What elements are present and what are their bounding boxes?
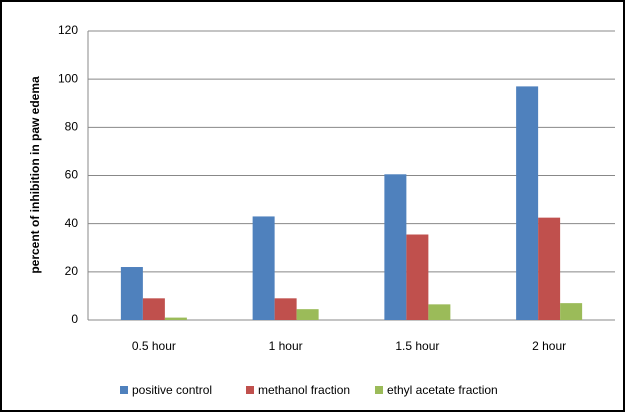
x-tick-label: 1.5 hour <box>395 339 439 353</box>
bar <box>120 267 143 320</box>
bar <box>516 86 539 321</box>
y-axis-label: percent of inhibition in paw edema <box>28 76 42 274</box>
bar <box>560 303 583 320</box>
y-tick-label: 60 <box>65 168 79 182</box>
bar <box>274 298 297 320</box>
x-tick-label: 2 hour <box>532 339 566 353</box>
y-tick-label: 20 <box>65 264 79 278</box>
legend-swatch <box>246 386 254 394</box>
bar <box>384 174 407 320</box>
legend-label: ethyl acetate fraction <box>387 383 498 397</box>
y-tick-label: 100 <box>58 71 78 85</box>
bar <box>406 234 429 320</box>
bar <box>142 298 165 320</box>
x-tick-label: 1 hour <box>269 339 303 353</box>
bar <box>538 217 561 320</box>
y-tick-label: 40 <box>65 216 79 230</box>
y-tick-label: 0 <box>71 312 78 326</box>
bar <box>164 317 187 320</box>
bar <box>252 216 275 320</box>
bar <box>428 304 451 320</box>
y-tick-label: 80 <box>65 120 79 134</box>
x-tick-label: 0.5 hour <box>132 339 176 353</box>
bar <box>296 309 319 320</box>
legend-label: methanol fraction <box>258 383 350 397</box>
y-tick-label: 120 <box>58 23 78 37</box>
legend-label: positive control <box>132 383 212 397</box>
legend-swatch <box>375 386 383 394</box>
legend-swatch <box>120 386 128 394</box>
